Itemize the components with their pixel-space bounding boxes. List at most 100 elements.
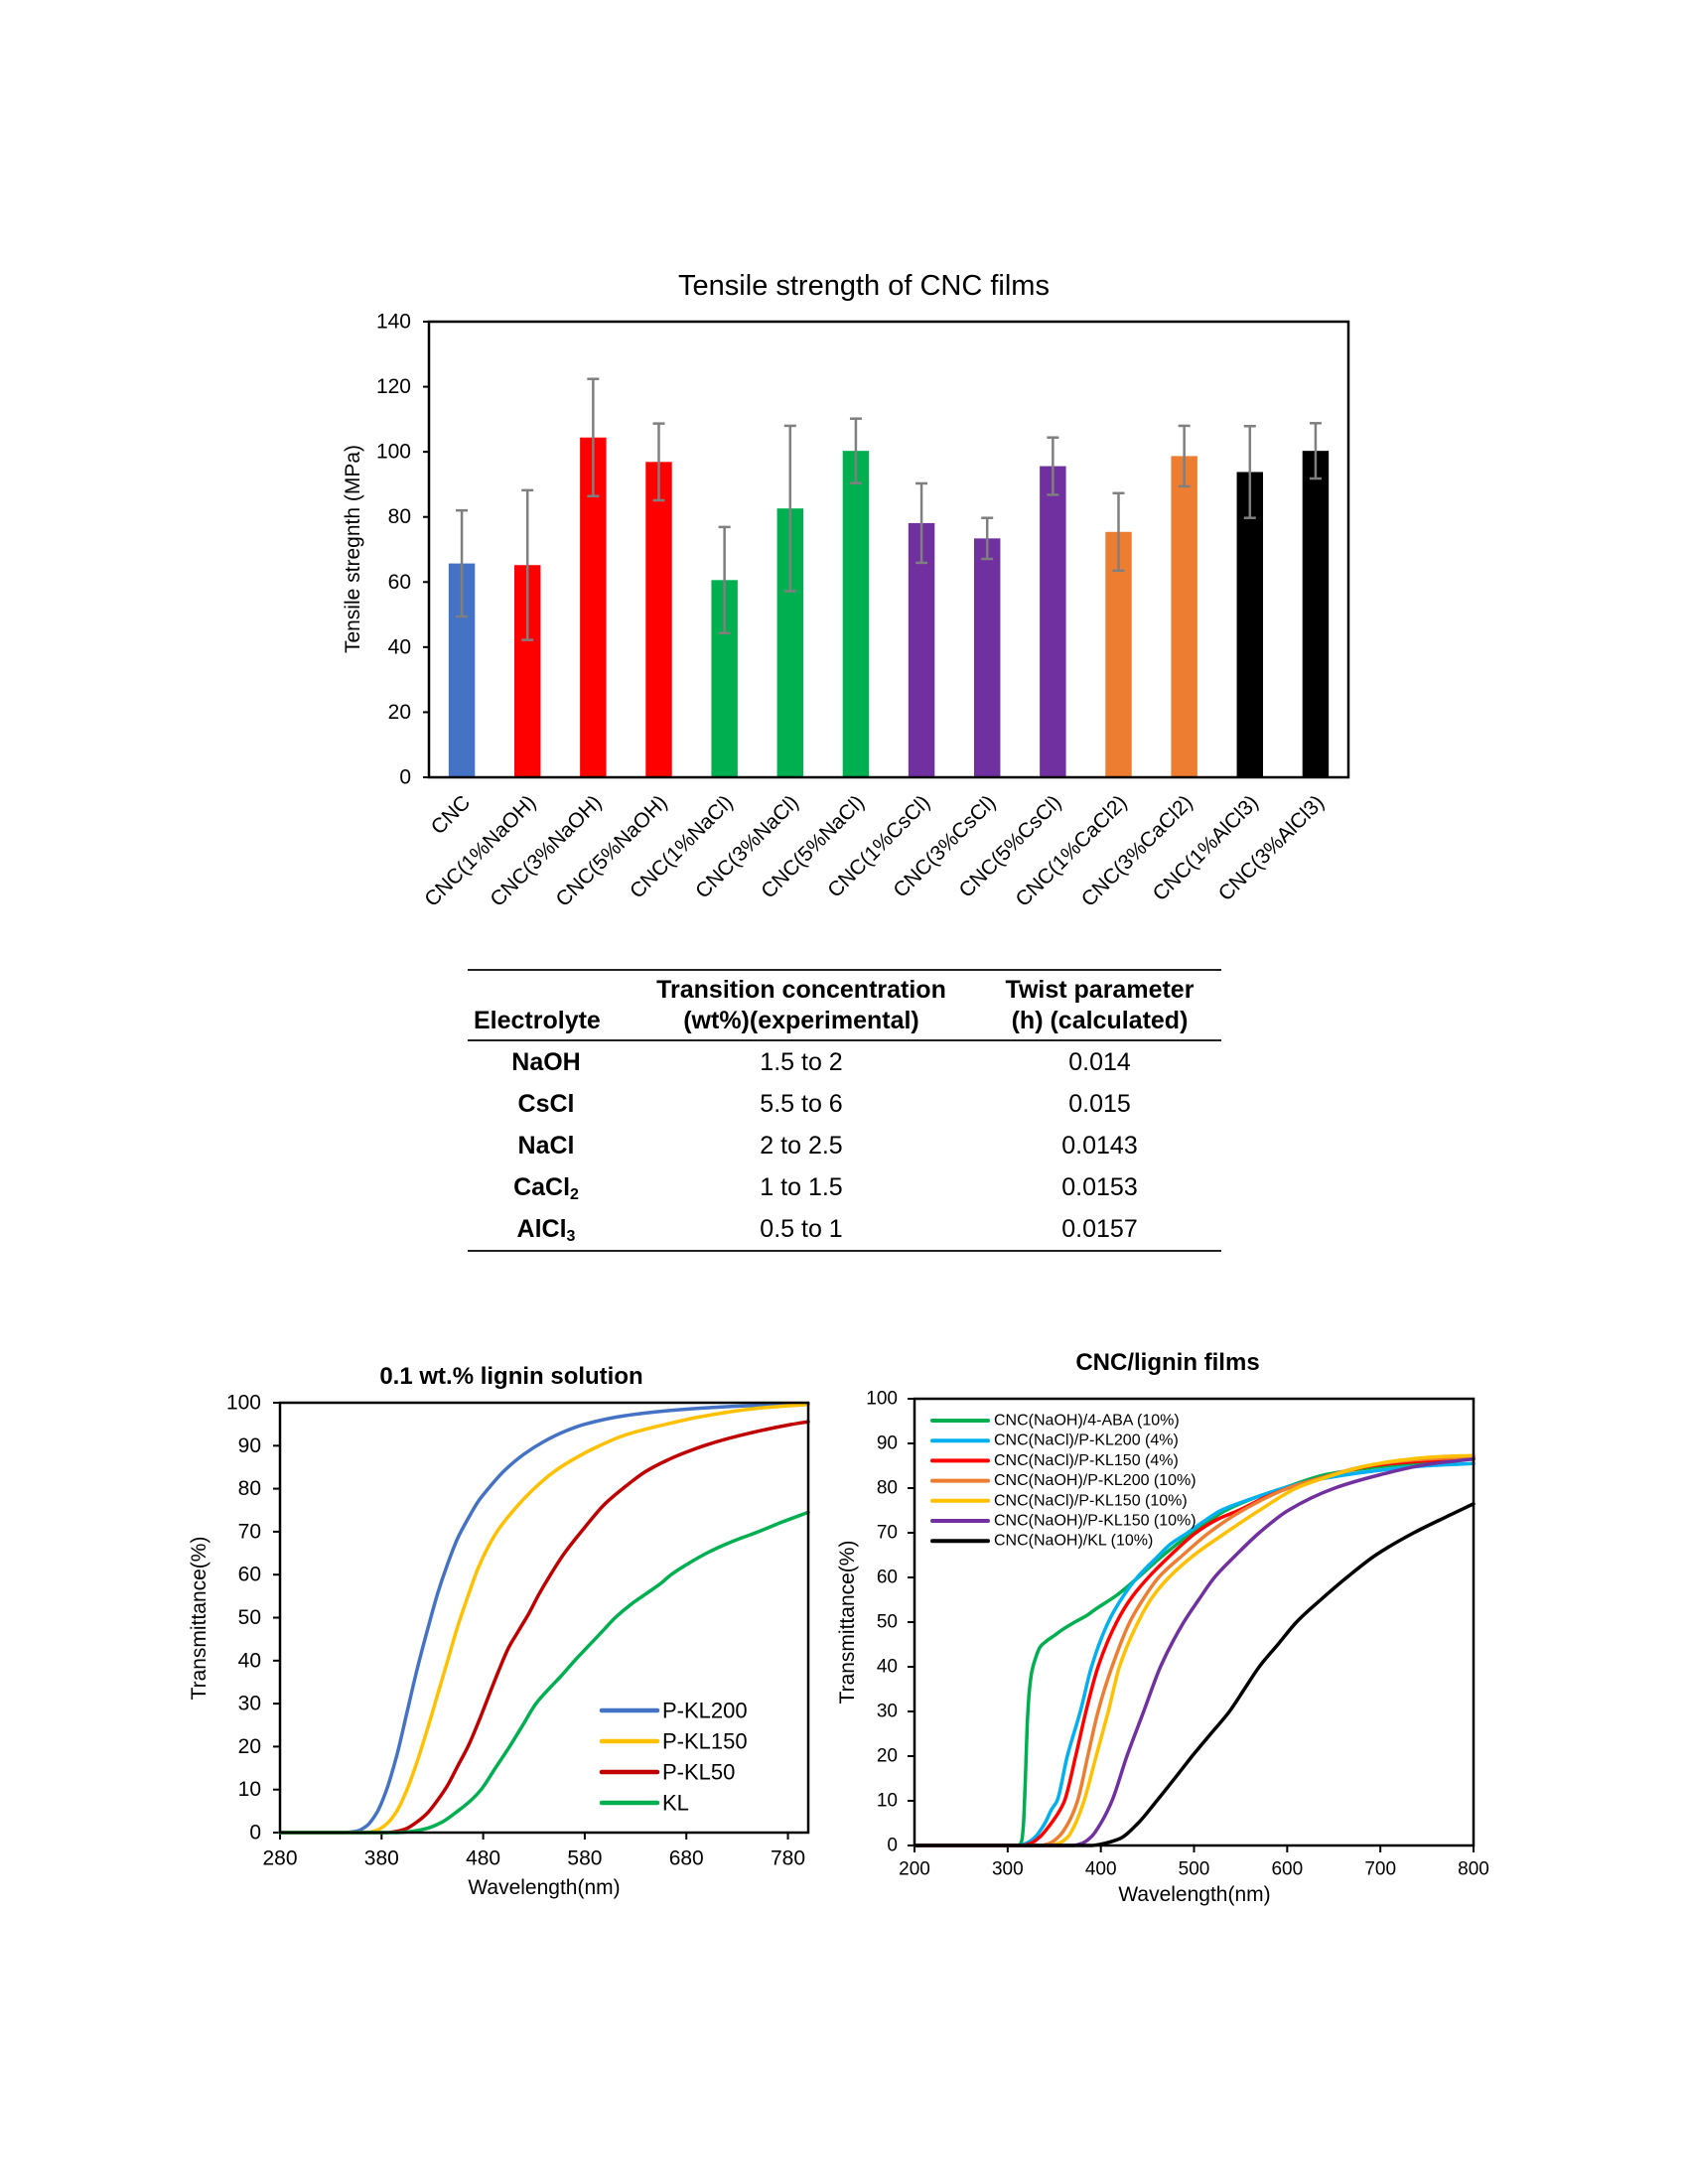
electrolyte-formula: CaCl: [513, 1173, 571, 1201]
error-bar: [456, 508, 469, 618]
y-tick-label: 120: [376, 375, 411, 398]
legend-label: CNC(NaOH)/KL (10%): [994, 1533, 1153, 1550]
cell-twist-parameter: 0.015: [1068, 1090, 1131, 1118]
y-tick-label: 100: [376, 441, 411, 464]
y-tick-label: 70: [238, 1520, 261, 1543]
legend-item: P-KL150: [599, 1729, 748, 1754]
tensile-strength-bar-chart: Tensile strength of CNC films Tensile st…: [342, 270, 1350, 911]
cell-transition-concentration: 1 to 1.5: [760, 1173, 843, 1201]
legend-label: CNC(NaOH)/P-KL150 (10%): [994, 1513, 1196, 1530]
error-bar: [1112, 491, 1125, 573]
y-tick-label: 0: [249, 1822, 261, 1844]
column-header-transition-concentration: Transition concentration (wt%)(experimen…: [625, 970, 978, 1040]
y-tick-label: 30: [238, 1693, 261, 1715]
plot-area: 200 300 400 500 600 700 800 0 10 20 30 40 50 60 70 80 90…: [866, 1389, 1489, 1880]
plot-frame: [427, 320, 1350, 779]
error-bar: [1047, 436, 1059, 496]
error-bar: [1243, 424, 1256, 519]
y-tick-label: 60: [238, 1564, 261, 1586]
table-row: CaCl2 1 to 1.5 0.0153: [468, 1166, 1221, 1208]
error-bar: [915, 481, 928, 565]
header-line: Electrolyte: [474, 1007, 601, 1034]
header-line: (h) (calculated): [1011, 1007, 1189, 1034]
bar-cnc-1-cacl2: [1105, 531, 1132, 777]
y-tick-label: 60: [877, 1568, 898, 1588]
bar-cnc-5-naoh: [645, 462, 672, 777]
x-tick-label: 600: [1271, 1859, 1303, 1880]
bar-cnc-1-alcl3: [1236, 472, 1264, 777]
plot-area: 0 20 40 60 80 100 120 140 CNCCNC(1%NaOH)CNC(3%Na…: [376, 311, 1350, 911]
error-bar: [981, 516, 994, 561]
bar-cnc-5-nacl: [842, 451, 870, 777]
legend-label: P-KL50: [662, 1760, 735, 1785]
chart-title: CNC/lignin films: [1075, 1349, 1259, 1376]
y-tick-label: 10: [238, 1778, 261, 1801]
table-body: NaOH 1.5 to 2 0.014 CsCl 5.5 to 6 0.015 NaCl 2 …: [468, 1040, 1221, 1251]
series-line-kl: [278, 1510, 810, 1835]
series-line-cnc-naoh-kl-10: [913, 1502, 1476, 1847]
legend-label: CNC(NaOH)/4-ABA (10%): [994, 1413, 1180, 1430]
chart-title: Tensile strength of CNC films: [678, 270, 1050, 302]
x-tick-label: CNC(1%NaOH): [420, 791, 540, 911]
table-row: NaCl 2 to 2.5 0.0143: [468, 1125, 1221, 1166]
x-tick-label: 780: [771, 1847, 805, 1870]
error-bar: [718, 525, 731, 635]
table-row: NaOH 1.5 to 2 0.014: [468, 1040, 1221, 1083]
legend-item: CNC(NaOH)/KL (10%): [930, 1533, 1153, 1550]
bar-cnc-3-cscl: [973, 538, 1001, 777]
x-tick-label: CNC(1%CaCl2): [1012, 791, 1132, 911]
cell-transition-concentration: 5.5 to 6: [760, 1090, 843, 1118]
y-tick-label: 90: [877, 1433, 898, 1454]
cell-electrolyte: CsCl: [468, 1083, 625, 1125]
y-tick-label: 30: [877, 1702, 898, 1722]
error-bar: [849, 417, 862, 484]
table-row: CsCl 5.5 to 6 0.015: [468, 1083, 1221, 1125]
x-tick-label: 200: [899, 1859, 930, 1880]
header-line: Transition concentration: [656, 976, 946, 1004]
lignin-solution-line-chart: 0.1 wt.% lignin solution Transmittance(%…: [188, 1363, 810, 1899]
y-tick-label: 60: [388, 571, 411, 594]
legend: CNC(NaOH)/4-ABA (10%) CNC(NaCl)/P-KL200 (…: [930, 1413, 1196, 1550]
y-tick-label: 80: [238, 1477, 261, 1500]
legend: P-KL200 P-KL150 P-KL50 KL: [599, 1699, 748, 1816]
cell-transition-concentration: 2 to 2.5: [760, 1132, 843, 1160]
cell-electrolyte: CaCl2: [468, 1166, 625, 1208]
legend-item: CNC(NaOH)/P-KL150 (10%): [930, 1513, 1196, 1530]
y-tick-label: 20: [388, 701, 411, 724]
x-tick-label: 380: [364, 1847, 399, 1870]
plot-frame: [913, 1397, 1476, 1847]
bar-cnc-3-alcl3: [1302, 451, 1330, 777]
series-line-p-kl50: [278, 1420, 810, 1835]
legend-item: CNC(NaCl)/P-KL150 (10%): [930, 1492, 1188, 1509]
x-tick-label: CNC(3%NaOH): [486, 791, 606, 911]
error-bar: [1309, 422, 1322, 480]
y-tick-label: 40: [877, 1657, 898, 1678]
legend-label: CNC(NaOH)/P-KL200 (10%): [994, 1472, 1196, 1489]
x-tick-label: 580: [567, 1847, 602, 1870]
x-tick-label: 300: [992, 1859, 1024, 1880]
header-line: Twist parameter: [1005, 976, 1195, 1004]
y-tick-label: 10: [877, 1791, 898, 1812]
x-axis-label: Wavelength(nm): [468, 1876, 620, 1899]
cell-transition-concentration: 1.5 to 2: [760, 1048, 843, 1076]
x-tick-label: 800: [1458, 1859, 1489, 1880]
y-tick-label: 20: [238, 1735, 261, 1758]
legend-label: CNC(NaCl)/P-KL200 (4%): [994, 1433, 1179, 1449]
error-bar: [783, 424, 796, 593]
x-tick-label: 400: [1085, 1859, 1117, 1880]
y-tick-label: 50: [238, 1606, 261, 1629]
series-line-p-kl150: [278, 1402, 810, 1835]
x-tick-label: CNC(5%NaOH): [552, 791, 672, 911]
electrolyte-formula: CsCl: [517, 1090, 575, 1118]
electrolyte-table-container: Electrolyte Transition concentration (wt…: [468, 969, 1221, 1252]
header-line: (wt%)(experimental): [683, 1007, 919, 1034]
y-tick-label: 140: [376, 311, 411, 334]
cell-electrolyte: NaCl: [468, 1125, 625, 1166]
legend-item: CNC(NaCl)/P-KL150 (4%): [930, 1452, 1179, 1469]
y-axis-label: Transmittance(%): [836, 1541, 859, 1705]
legend-label: KL: [662, 1791, 689, 1816]
x-tick-label: 700: [1364, 1859, 1396, 1880]
legend-label: P-KL200: [662, 1699, 748, 1723]
chart-title: 0.1 wt.% lignin solution: [379, 1363, 642, 1390]
plot-area: 280 380 480 580 680 780 0 10 20 30 40 50 60 70 80 90 100…: [226, 1392, 810, 1870]
